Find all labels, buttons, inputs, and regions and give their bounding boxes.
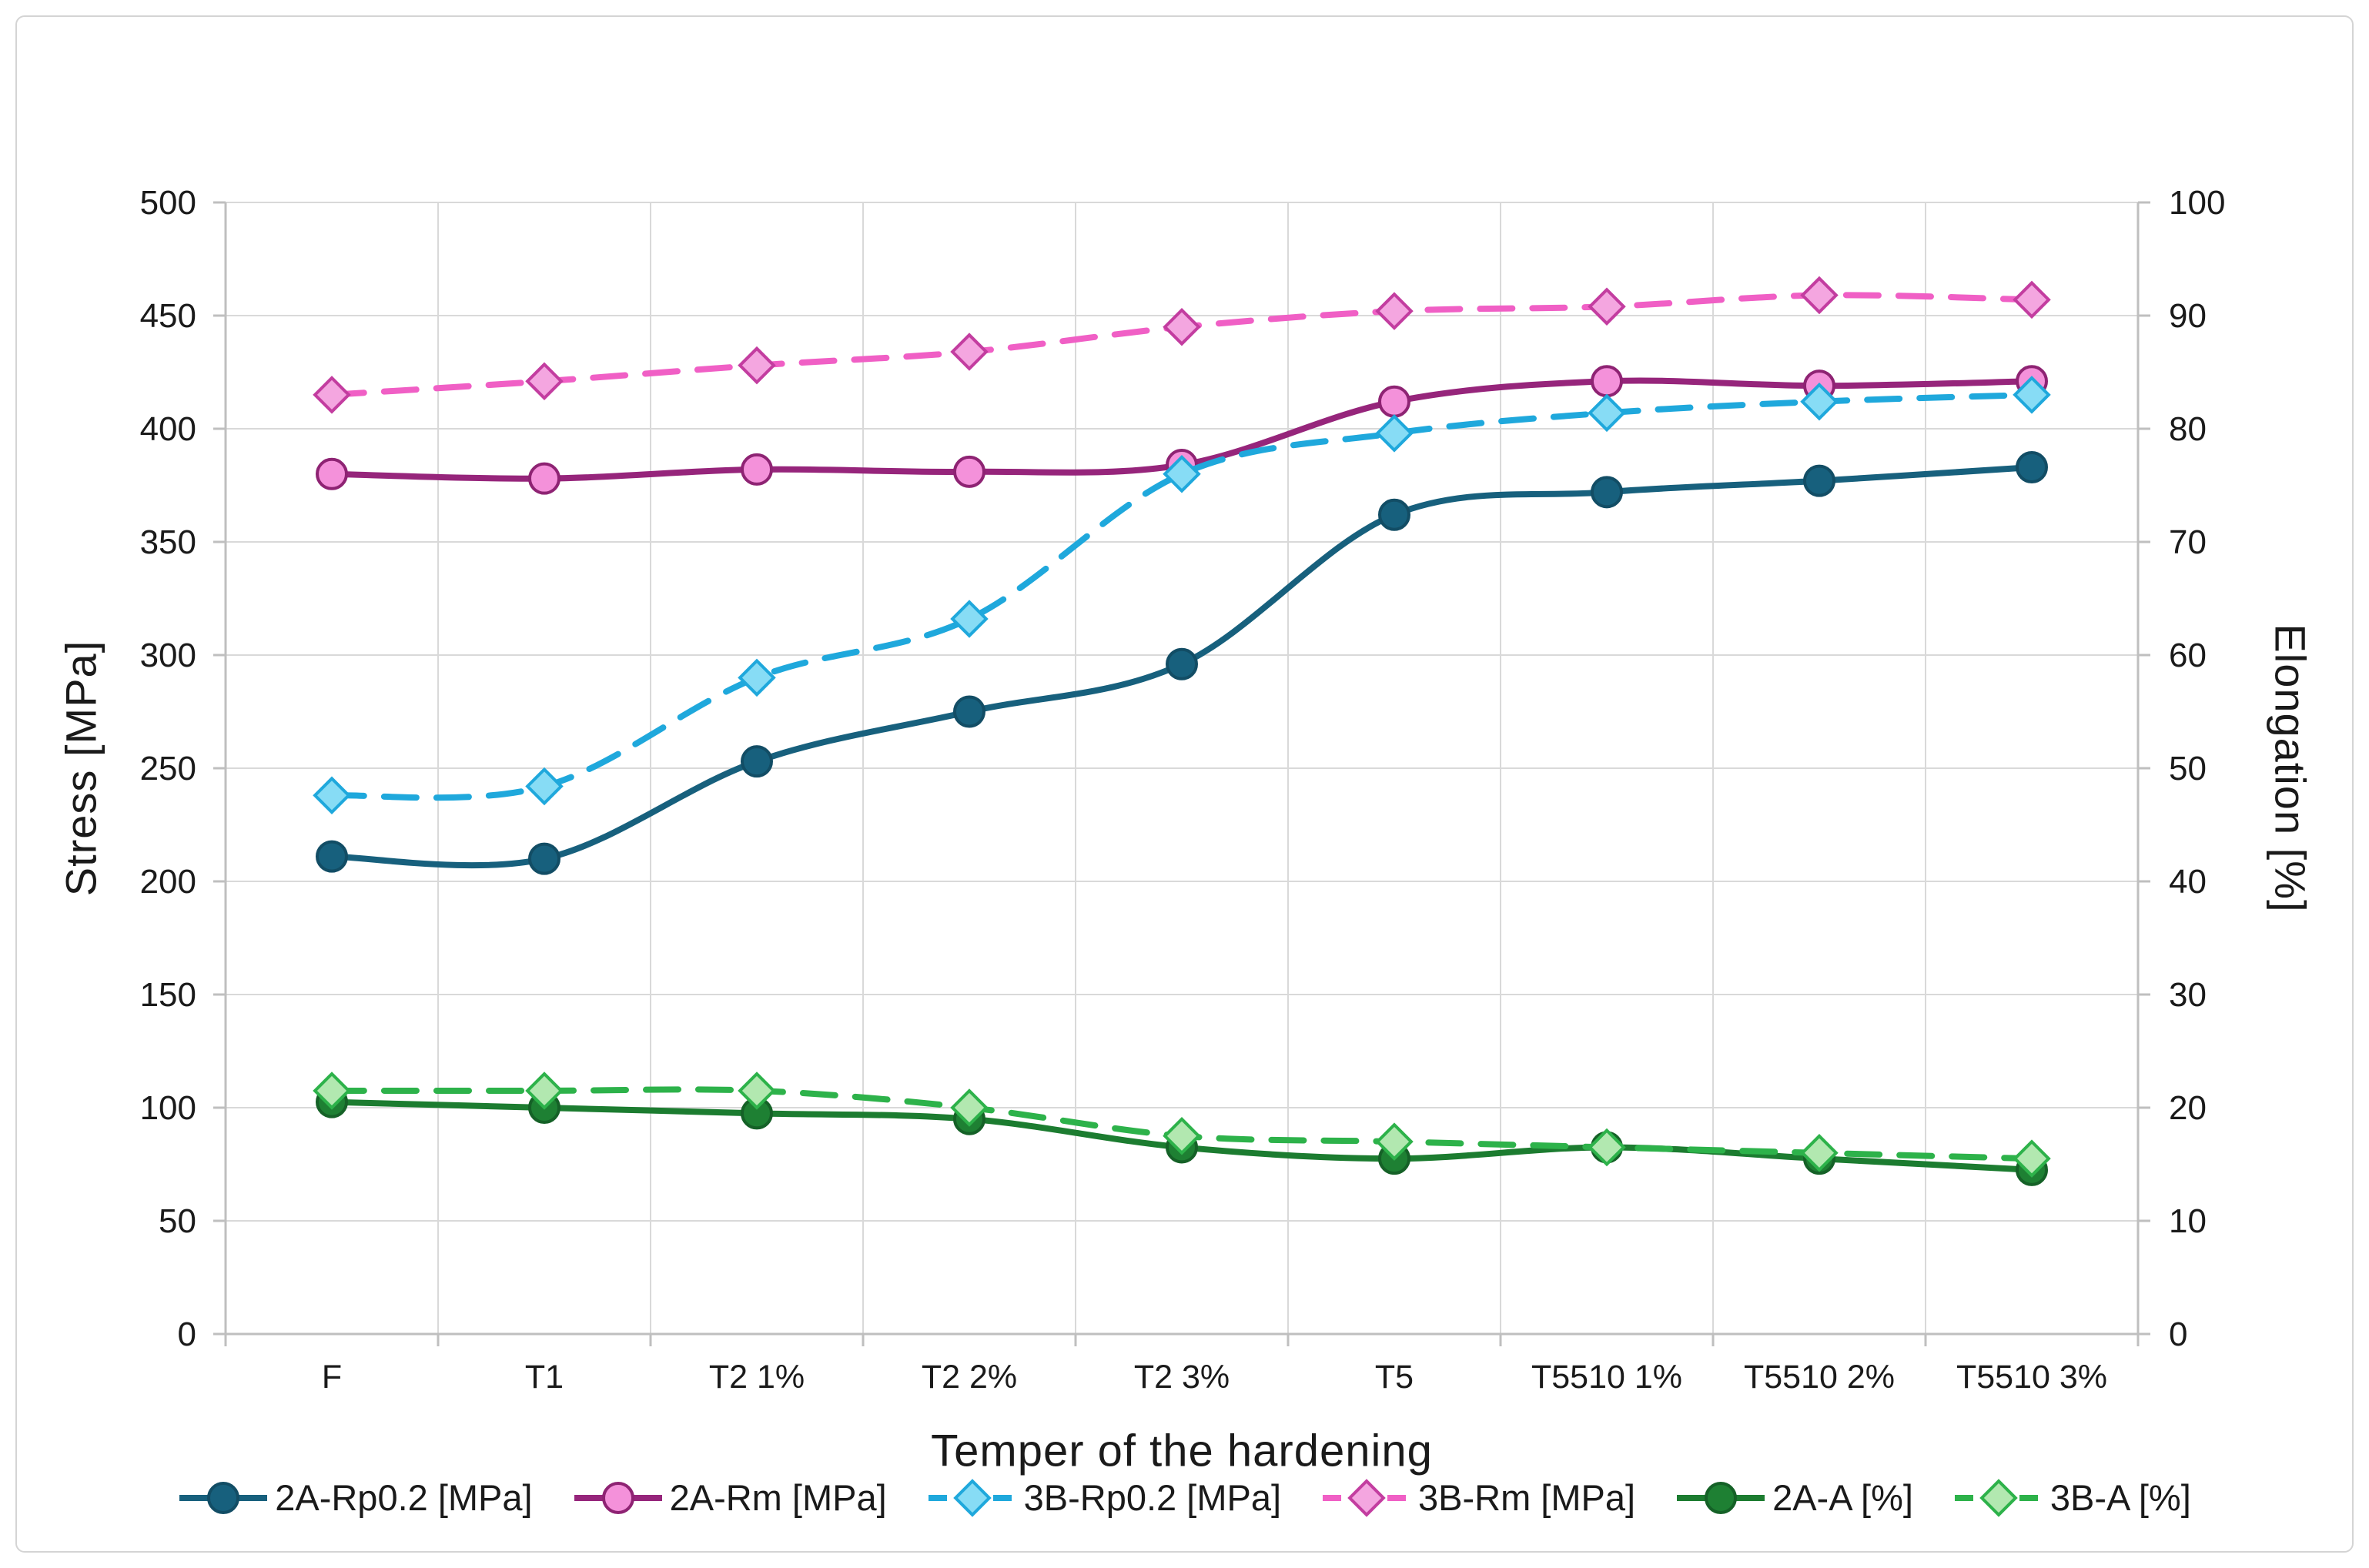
data-point-diamond	[1800, 1134, 1839, 1172]
right-tick-label: 80	[2169, 410, 2207, 448]
right-tick-label: 0	[2169, 1316, 2187, 1353]
legend: 2A-Rp0.2 [MPa] 2A-Rm [MPa] 3B-Rp0.2 [MPa] 3…	[0, 1476, 2369, 1519]
data-point-diamond	[525, 767, 564, 806]
data-point-circle	[1803, 464, 1835, 497]
legend-item-2A-Rm [MPa]: 2A-Rm [MPa]	[573, 1476, 887, 1519]
right-tick-label: 20	[2169, 1089, 2207, 1127]
left-tick-label: 350	[140, 523, 196, 561]
data-point-diamond	[1588, 1128, 1626, 1167]
legend-item-2A-Rp0.2 [MPa]: 2A-Rp0.2 [MPa]	[178, 1476, 533, 1519]
legend-label: 2A-Rm [MPa]	[669, 1477, 887, 1518]
legend-item-3B-Rp0.2 [MPa]: 3B-Rp0.2 [MPa]	[927, 1476, 1281, 1519]
right-tick-label: 70	[2169, 523, 2207, 561]
x-category-label: T2 2%	[922, 1359, 1017, 1396]
right-tick-label: 10	[2169, 1202, 2207, 1240]
right-tick-label: 60	[2169, 637, 2207, 674]
legend-item-2A-A [%]: 2A-A [%]	[1675, 1476, 1913, 1519]
right-tick-label: 40	[2169, 863, 2207, 901]
data-point-circle	[953, 455, 985, 488]
data-point-circle	[1166, 647, 1198, 680]
data-point-circle	[1378, 498, 1410, 531]
data-point-diamond	[950, 600, 989, 638]
data-point-diamond	[1800, 276, 1839, 315]
x-category-label: T2 1%	[709, 1359, 805, 1396]
legend-marker-diamond	[1954, 1478, 2043, 1517]
data-point-diamond	[313, 776, 351, 815]
data-point-diamond	[738, 658, 776, 697]
right-tick-label: 50	[2169, 750, 2207, 787]
left-tick-label: 250	[140, 750, 196, 787]
legend-label: 3B-Rp0.2 [MPa]	[1023, 1477, 1282, 1518]
data-point-circle	[528, 842, 560, 875]
data-point-diamond	[1800, 382, 1839, 421]
right-tick-label: 100	[2169, 184, 2225, 222]
data-point-diamond	[1375, 1122, 1414, 1161]
x-category-label: T5510 3%	[1956, 1359, 2107, 1396]
data-point-circle	[1378, 385, 1410, 418]
data-point-circle	[316, 457, 348, 490]
data-point-circle	[741, 453, 773, 486]
right-axis-title: Elongation [%]	[2266, 624, 2315, 913]
data-point-circle	[741, 745, 773, 778]
legend-marker-circle	[179, 1481, 268, 1514]
data-point-diamond	[1163, 1117, 1201, 1155]
legend-marker-circle	[574, 1481, 662, 1514]
left-tick-label: 50	[159, 1202, 196, 1240]
data-point-circle	[528, 462, 560, 495]
data-point-diamond	[525, 1072, 564, 1110]
data-point-circle	[1591, 365, 1623, 398]
left-tick-label: 150	[140, 976, 196, 1014]
data-point-diamond	[1588, 393, 1626, 433]
data-point-circle	[2016, 450, 2048, 483]
left-tick-label: 100	[140, 1089, 196, 1127]
data-point-circle	[1591, 476, 1623, 509]
legend-label: 2A-Rp0.2 [MPa]	[275, 1477, 533, 1518]
legend-marker-diamond	[1323, 1478, 1411, 1517]
x-category-label: T5510 1%	[1531, 1359, 1682, 1396]
data-point-diamond	[1375, 292, 1414, 330]
left-tick-label: 200	[140, 863, 196, 901]
data-point-diamond	[2013, 280, 2051, 319]
data-point-diamond	[1163, 455, 1201, 493]
left-tick-label: 0	[178, 1316, 196, 1353]
data-point-diamond	[1163, 307, 1201, 346]
data-point-circle	[316, 840, 348, 873]
left-axis-title: Stress [MPa]	[56, 640, 105, 897]
x-axis-title: Temper of the hardening	[931, 1426, 1433, 1476]
legend-marker-circle	[1677, 1481, 1765, 1514]
data-point-diamond	[738, 346, 776, 385]
left-tick-label: 500	[140, 184, 196, 222]
data-point-diamond	[2013, 1139, 2051, 1178]
legend-marker-diamond	[928, 1478, 1016, 1517]
x-category-label: T1	[525, 1359, 564, 1396]
data-point-diamond	[2013, 376, 2051, 414]
data-point-circle	[953, 695, 985, 728]
legend-item-3B-A [%]: 3B-A [%]	[1953, 1476, 2191, 1519]
legend-label: 3B-Rm [MPa]	[1418, 1477, 1636, 1518]
data-point-diamond	[950, 1088, 989, 1127]
data-point-diamond	[950, 333, 989, 371]
x-category-label: T2 3%	[1134, 1359, 1230, 1396]
legend-label: 2A-A [%]	[1772, 1477, 1913, 1518]
right-tick-label: 90	[2169, 297, 2207, 335]
x-category-label: F	[322, 1359, 342, 1396]
data-point-diamond	[525, 362, 564, 401]
data-point-diamond	[738, 1072, 776, 1110]
x-category-label: T5510 2%	[1744, 1359, 1895, 1396]
legend-label: 3B-A [%]	[2049, 1477, 2191, 1518]
data-point-diamond	[1588, 287, 1626, 326]
data-point-diamond	[313, 1072, 351, 1110]
legend-item-3B-Rm [MPa]: 3B-Rm [MPa]	[1321, 1476, 1635, 1519]
data-point-diamond	[313, 376, 351, 414]
x-category-label: T5	[1375, 1359, 1414, 1396]
right-tick-label: 30	[2169, 976, 2207, 1014]
left-tick-label: 300	[140, 637, 196, 674]
data-point-diamond	[1375, 414, 1414, 453]
left-tick-label: 450	[140, 297, 196, 335]
left-tick-label: 400	[140, 410, 196, 448]
